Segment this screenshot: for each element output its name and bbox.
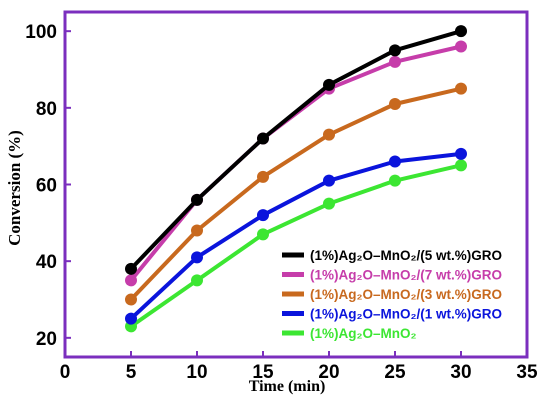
data-point xyxy=(323,128,335,141)
data-point xyxy=(191,251,203,264)
legend-item: (1%)Ag₂O–MnO₂/(3 wt.%)GRO xyxy=(282,287,502,302)
data-point xyxy=(191,193,203,206)
series-line xyxy=(129,86,462,301)
x-tick-label: 5 xyxy=(126,362,137,383)
data-point xyxy=(323,174,335,187)
data-point xyxy=(455,25,467,38)
series-line xyxy=(129,163,462,328)
plot-frame xyxy=(63,10,529,359)
y-tick-label: 100 xyxy=(25,22,57,43)
legend-label: (1%)Ag₂O–MnO₂ xyxy=(310,326,417,341)
x-tick-label: 35 xyxy=(516,362,538,383)
x-tick-label: 20 xyxy=(318,362,339,383)
legend-item: (1%)Ag₂O–MnO₂/(5 wt.%)GRO xyxy=(282,248,502,263)
data-point xyxy=(455,147,467,160)
data-point xyxy=(455,82,467,95)
x-tick-label: 15 xyxy=(252,362,274,383)
series xyxy=(125,82,467,306)
y-tick-label: 20 xyxy=(36,329,57,350)
data-point xyxy=(323,197,335,210)
data-point xyxy=(257,170,269,183)
legend-item: (1%)Ag₂O–MnO₂/(7 wt.%)GRO xyxy=(282,268,502,283)
legend-label: (1%)Ag₂O–MnO₂/(1 wt.%)GRO xyxy=(310,307,502,322)
data-point xyxy=(389,44,401,57)
data-point xyxy=(125,312,137,325)
data-point xyxy=(125,293,137,306)
data-point xyxy=(257,228,269,241)
x-tick-label: 10 xyxy=(186,362,207,383)
series-line xyxy=(129,151,462,321)
data-point xyxy=(389,155,401,168)
y-tick-label: 40 xyxy=(36,252,57,273)
data-point xyxy=(389,55,401,68)
data-point xyxy=(257,132,269,145)
y-axis-title: Conversion (%) xyxy=(5,130,24,246)
legend-label: (1%)Ag₂O–MnO₂/(3 wt.%)GRO xyxy=(310,287,502,302)
series xyxy=(125,25,467,275)
legend-item: (1%)Ag₂O–MnO₂ xyxy=(282,326,417,341)
x-axis-title: Time (min) xyxy=(249,378,326,395)
data-point xyxy=(389,98,401,110)
data-point xyxy=(257,209,269,222)
data-point xyxy=(125,262,137,275)
legend-item: (1%)Ag₂O–MnO₂/(1 wt.%)GRO xyxy=(282,307,502,322)
y-tick-label: 80 xyxy=(36,99,57,120)
legend-label: (1%)Ag₂O–MnO₂/(7 wt.%)GRO xyxy=(310,268,502,283)
x-tick-label: 25 xyxy=(384,362,406,383)
x-tick-label: 30 xyxy=(450,362,471,383)
data-point xyxy=(191,274,203,287)
x-tick-label: 0 xyxy=(60,362,71,383)
data-point xyxy=(323,78,335,91)
data-point xyxy=(455,159,467,172)
series xyxy=(125,147,467,325)
series-line xyxy=(129,29,462,271)
data-point xyxy=(125,274,137,287)
data-point xyxy=(455,40,467,53)
data-point xyxy=(191,224,203,237)
legend-label: (1%)Ag₂O–MnO₂/(5 wt.%)GRO xyxy=(310,248,502,263)
y-tick-label: 60 xyxy=(36,176,57,197)
data-point xyxy=(389,174,401,187)
